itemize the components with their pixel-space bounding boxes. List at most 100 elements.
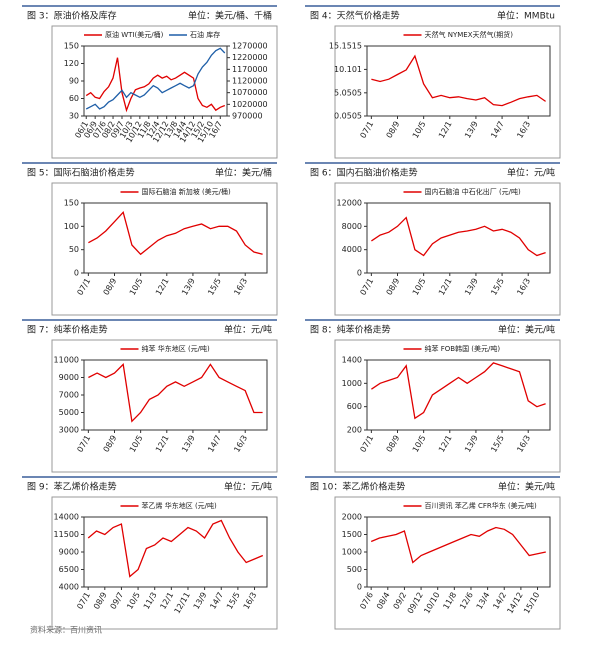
x-tick-label: 08/9 xyxy=(385,434,402,454)
y-tick-label: 14000 xyxy=(54,513,79,522)
y2-tick-label: 1220000 xyxy=(232,53,268,62)
x-tick-label: 07/1 xyxy=(75,434,92,454)
y-tick-label: 30 xyxy=(69,112,79,121)
x-tick-label: 15/5 xyxy=(206,277,223,297)
x-tick-label: 15/10 xyxy=(522,591,541,615)
y-tick-label: 0 xyxy=(357,269,362,278)
x-tick-label: 16/3 xyxy=(515,120,532,140)
x-tick-label: 12/1 xyxy=(437,277,454,297)
y-tick-label: 150 xyxy=(64,42,79,51)
plot-area xyxy=(366,516,551,588)
x-tick-label: 10/5 xyxy=(411,434,428,454)
y-tick-label: 0 xyxy=(357,583,362,592)
legend-label: 纯苯 华东地区 (元/吨) xyxy=(142,344,211,353)
x-tick-label: 15/5 xyxy=(489,434,506,454)
unit-caption: 单位：美元/桶、千桶 xyxy=(188,10,272,22)
x-tick-label: 16/3 xyxy=(515,434,532,454)
chart-frame xyxy=(51,25,278,159)
plot-area xyxy=(366,359,551,431)
y-tick-label: 1000 xyxy=(342,379,362,388)
legend-label: 天然气 NYMEX天然气(期货) xyxy=(425,30,514,39)
legend-label: 纯苯 FOB韩国 (美元/吨) xyxy=(425,344,501,353)
legend-label: 国内石脑油 中石化出厂 (元/吨) xyxy=(425,187,522,196)
series-line xyxy=(370,526,546,564)
x-tick-label: 10/5 xyxy=(128,277,145,297)
x-tick-label: 13/9 xyxy=(192,591,209,611)
unit-caption: 单位：美元/吨 xyxy=(498,324,555,336)
unit-caption: 单位：美元/吨 xyxy=(498,481,555,493)
unit-caption: 单位：元/吨 xyxy=(224,481,272,493)
x-tick-label: 14/7 xyxy=(206,434,223,454)
x-tick-label: 11/3 xyxy=(142,591,159,611)
x-tick-label: 13/9 xyxy=(463,434,480,454)
x-tick-label: 14/2 xyxy=(491,591,508,611)
unit-caption: 单位：元/吨 xyxy=(224,324,272,336)
y-tick-label: 150 xyxy=(64,199,79,208)
y-tick-label: 0.0505 xyxy=(334,112,362,121)
y-tick-label: 15.1515 xyxy=(329,42,362,51)
y-tick-label: 6500 xyxy=(59,565,79,574)
x-tick-label: 10/5 xyxy=(128,434,145,454)
x-tick-label: 12/6 xyxy=(458,591,475,611)
legend-label: 原油 WTI(美元/桶) xyxy=(105,30,164,39)
series-line xyxy=(88,363,263,423)
figure-caption: 图 10：苯乙烯价格走势 xyxy=(310,481,405,493)
y-tick-label: 11000 xyxy=(54,356,79,365)
x-tick-label: 16/3 xyxy=(242,591,259,611)
legend-label: 石油 库存 xyxy=(190,30,220,39)
plot-area xyxy=(366,45,551,117)
figure-caption: 图 5：国际石脑油价格走势 xyxy=(27,167,135,179)
x-tick-label: 14/7 xyxy=(489,120,506,140)
chart-frame xyxy=(51,339,278,473)
y2-tick-label: 970000 xyxy=(232,112,263,121)
y-tick-label: 1000 xyxy=(342,548,362,557)
y-tick-label: 200 xyxy=(347,426,362,435)
x-tick-label: 15/5 xyxy=(489,277,506,297)
figure-caption: 图 6：国内石脑油价格走势 xyxy=(310,167,418,179)
y2-tick-label: 1170000 xyxy=(232,65,268,74)
x-tick-label: 09/7 xyxy=(109,591,126,611)
x-tick-label: 15/5 xyxy=(225,591,242,611)
y2-tick-label: 1070000 xyxy=(232,88,268,97)
chart-frame xyxy=(51,182,278,316)
figure-caption: 图 4：天然气价格走势 xyxy=(310,10,400,22)
series-line xyxy=(88,210,263,256)
chart-frame xyxy=(334,339,561,473)
x-tick-label: 13/9 xyxy=(463,277,480,297)
x-tick-label: 13/9 xyxy=(463,120,480,140)
x-tick-label: 16/3 xyxy=(232,434,249,454)
y-tick-label: 1400 xyxy=(342,356,362,365)
y-tick-label: 3000 xyxy=(59,426,79,435)
y-tick-label: 5.0505 xyxy=(334,88,362,97)
series-line xyxy=(85,57,226,113)
y-tick-label: 9000 xyxy=(59,548,79,557)
y-tick-label: 12000 xyxy=(337,199,362,208)
x-tick-label: 16/3 xyxy=(232,277,249,297)
x-tick-label: 08/9 xyxy=(385,120,402,140)
x-tick-label: 10/5 xyxy=(411,277,428,297)
y-tick-label: 500 xyxy=(347,565,362,574)
y-tick-label: 9000 xyxy=(59,373,79,382)
x-tick-label: 10/5 xyxy=(125,591,142,611)
series-line xyxy=(371,362,546,420)
legend-label: 国际石脑油 新加坡 (美元/桶) xyxy=(142,187,232,196)
x-tick-label: 12/1 xyxy=(437,434,454,454)
chart-frame xyxy=(334,182,561,316)
y-tick-label: 50 xyxy=(69,245,79,254)
chart-frame xyxy=(51,496,278,630)
x-tick-label: 10/5 xyxy=(411,120,428,140)
x-tick-label: 08/9 xyxy=(102,434,119,454)
x-tick-label: 14/7 xyxy=(208,591,225,611)
x-tick-label: 07/1 xyxy=(358,120,375,140)
x-tick-label: 16/3 xyxy=(515,277,532,297)
series-line xyxy=(87,519,264,578)
figure-caption: 图 7：纯苯价格走势 xyxy=(27,324,108,336)
chart-frame xyxy=(334,496,561,630)
unit-caption: 单位：美元/桶 xyxy=(215,167,272,179)
x-tick-label: 08/9 xyxy=(102,277,119,297)
x-tick-label: 13/9 xyxy=(180,434,197,454)
y-tick-label: 2000 xyxy=(342,513,362,522)
y-tick-label: 0 xyxy=(74,269,79,278)
x-tick-label: 09/2 xyxy=(392,591,409,611)
